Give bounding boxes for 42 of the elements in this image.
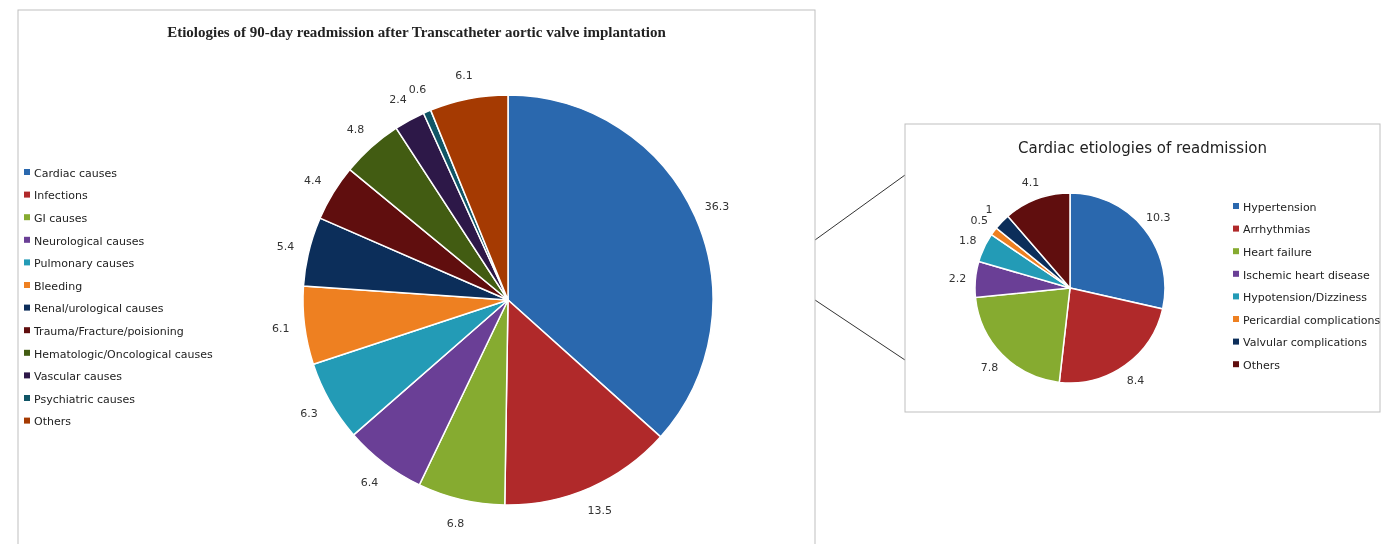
legend-label: Hematologic/Oncological causes xyxy=(34,347,213,361)
data-label: 1.8 xyxy=(958,233,977,247)
chart-title: Cardiac etiologies of readmission xyxy=(1017,139,1268,157)
data-label: 6.8 xyxy=(446,516,465,530)
legend-label: Pericardial complications xyxy=(1243,313,1381,327)
data-label: 6.3 xyxy=(300,407,318,421)
legend-label: Heart failure xyxy=(1243,246,1313,260)
data-label: 6.4 xyxy=(360,476,379,490)
legend-label: Neurological causes xyxy=(34,234,145,248)
legend-label: Others xyxy=(34,415,72,429)
data-label: 13.5 xyxy=(587,503,612,517)
legend-label: Pulmonary causes xyxy=(34,257,135,271)
data-label: 1 xyxy=(985,203,993,217)
data-label: 4.8 xyxy=(346,123,365,137)
data-label: 4.1 xyxy=(1021,175,1040,189)
data-label: 0.5 xyxy=(970,214,989,228)
data-label: 0.6 xyxy=(408,83,427,97)
data-label: 10.3 xyxy=(1146,211,1171,225)
data-label: 36.3 xyxy=(704,200,730,214)
legend-label: GI causes xyxy=(34,212,88,226)
data-label: 6.1 xyxy=(272,322,290,336)
legend-label: Infections xyxy=(34,189,88,203)
data-label: 6.1 xyxy=(455,69,473,83)
data-label: 5.4 xyxy=(276,239,295,253)
legend-label: Psychiatric causes xyxy=(34,392,136,406)
chart-title: Etiologies of 90-day readmission after Transcatheter aortic valve implantation xyxy=(167,24,667,40)
legend-label: Cardiac causes xyxy=(34,166,118,180)
legend-label: Hypertension xyxy=(1243,200,1317,214)
data-label: 8.4 xyxy=(1126,373,1145,387)
data-label: 2.2 xyxy=(948,271,967,285)
legend-label: Trauma/Fracture/poisioning xyxy=(33,325,184,339)
legend-label: Ischemic heart disease xyxy=(1243,268,1370,282)
data-label: 4.4 xyxy=(304,174,322,188)
legend-label: Bleeding xyxy=(34,279,83,293)
data-label: 7.8 xyxy=(980,361,999,375)
legend-label: Hypotension/Dizziness xyxy=(1243,291,1368,305)
legend-label: Vascular causes xyxy=(34,370,123,384)
legend-label: Renal/urological causes xyxy=(34,302,164,316)
legend-label: Arrhythmias xyxy=(1243,223,1311,237)
data-label: 2.4 xyxy=(389,92,407,106)
legend-label: Valvular complications xyxy=(1243,336,1368,350)
legend-label: Others xyxy=(1243,359,1281,373)
